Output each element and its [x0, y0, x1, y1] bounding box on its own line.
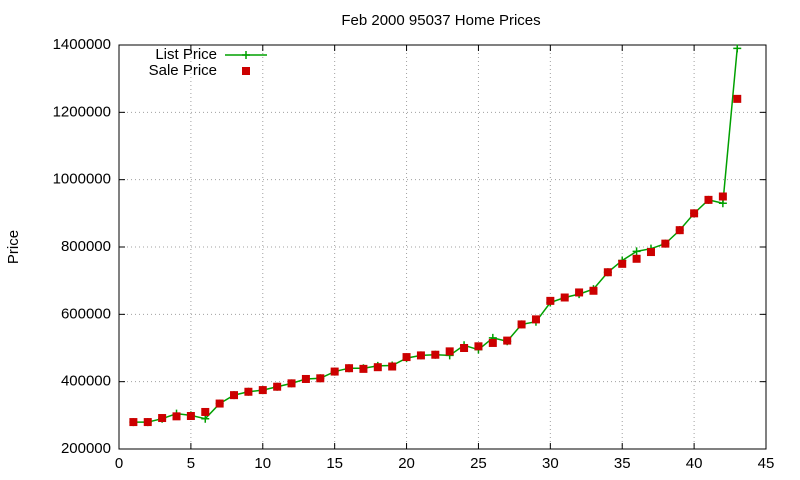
- data-point: [632, 254, 641, 263]
- y-tick-label: 1200000: [53, 103, 111, 120]
- y-tick-label: 400000: [61, 373, 111, 390]
- data-point: [129, 418, 138, 427]
- legend-label: List Price: [155, 46, 217, 63]
- y-tick-label: 600000: [61, 305, 111, 322]
- series-line: [133, 48, 738, 423]
- x-tick-label: 40: [686, 455, 703, 472]
- data-point: [143, 418, 152, 427]
- data-point: [575, 288, 584, 297]
- data-point: [287, 379, 296, 388]
- legend-marker: [242, 67, 250, 75]
- data-point: [718, 192, 727, 201]
- x-tick-label: 10: [254, 455, 271, 472]
- data-point: [301, 374, 310, 383]
- data-point: [172, 412, 181, 421]
- data-point: [704, 195, 713, 204]
- data-point: [186, 412, 195, 421]
- x-tick-label: 45: [758, 455, 775, 472]
- data-point: [589, 286, 598, 295]
- data-point: [201, 407, 210, 416]
- data-point: [416, 351, 425, 360]
- y-tick-label: 1400000: [53, 36, 111, 53]
- plot-frame: [118, 44, 767, 450]
- data-point: [158, 414, 167, 423]
- data-point: [488, 338, 497, 347]
- data-point: [460, 344, 469, 352]
- data-point: [733, 94, 742, 103]
- data-point: [675, 226, 684, 235]
- data-point: [201, 414, 210, 423]
- data-point: [661, 239, 670, 248]
- chart-title: Feb 2000 95037 Home Prices: [341, 12, 540, 29]
- x-tick-label: 0: [115, 455, 123, 472]
- x-tick-label: 30: [542, 455, 559, 472]
- data-point: [244, 387, 253, 396]
- legend-marker: [242, 51, 250, 59]
- data-point: [273, 382, 282, 391]
- y-axis-label: Price: [5, 230, 22, 264]
- data-point: [531, 315, 540, 324]
- data-point: [215, 399, 224, 408]
- data-point: [445, 347, 454, 356]
- data-point: [646, 248, 655, 257]
- data-point: [546, 296, 555, 305]
- data-point: [560, 293, 569, 302]
- data-point: [316, 374, 325, 383]
- data-point: [690, 209, 699, 218]
- data-point: [402, 353, 411, 362]
- x-tick-label: 5: [187, 455, 195, 472]
- data-point: [503, 336, 512, 345]
- x-tick-label: 20: [398, 455, 415, 472]
- data-point: [345, 364, 354, 373]
- data-point: [258, 386, 267, 395]
- data-point: [474, 342, 483, 351]
- data-point: [359, 364, 368, 373]
- data-point: [618, 259, 627, 268]
- data-point: [718, 199, 727, 208]
- data-point: [230, 391, 239, 400]
- data-point: [330, 367, 339, 376]
- x-tick-label: 25: [470, 455, 487, 472]
- y-tick-label: 200000: [61, 440, 111, 457]
- data-point: [373, 363, 382, 372]
- data-point: [517, 320, 526, 329]
- y-tick-label: 800000: [61, 238, 111, 255]
- data-point: [632, 247, 641, 256]
- data-point: [388, 362, 397, 371]
- x-tick-label: 35: [614, 455, 631, 472]
- data-point: [603, 268, 612, 277]
- data-point: [733, 44, 742, 53]
- data-point: [431, 350, 440, 359]
- x-tick-label: 15: [326, 455, 343, 472]
- y-tick-label: 1000000: [53, 171, 111, 188]
- legend-label: Sale Price: [149, 62, 217, 79]
